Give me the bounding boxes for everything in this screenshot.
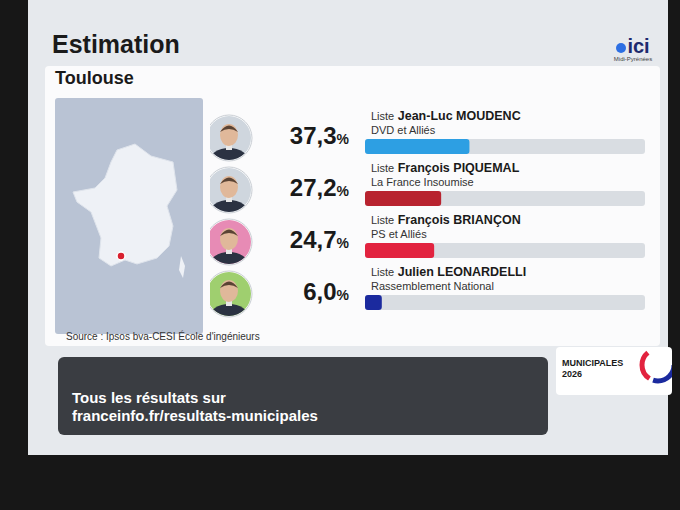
html-text:2026: 2026 bbox=[562, 369, 582, 379]
svg-text:Liste François PIQUEMAL: Liste François PIQUEMAL bbox=[371, 161, 520, 175]
html-text:franceinfo.fr/resultats-munici: franceinfo.fr/resultats-municipales bbox=[72, 407, 318, 424]
svg-text:Rassemblement National: Rassemblement National bbox=[371, 280, 494, 292]
svg-text:La France Insoumise: La France Insoumise bbox=[371, 176, 474, 188]
html-text:Estimation: Estimation bbox=[52, 30, 180, 58]
svg-text:6,0%: 6,0% bbox=[303, 278, 349, 305]
svg-text:Liste François BRIANÇON: Liste François BRIANÇON bbox=[371, 213, 521, 227]
svg-text:Liste Julien LEONARDELLI: Liste Julien LEONARDELLI bbox=[371, 265, 526, 279]
html-text:Midi-Pyrénées: Midi-Pyrénées bbox=[613, 56, 653, 62]
svg-text:24,7%: 24,7% bbox=[290, 226, 350, 253]
html-text:Toulouse: Toulouse bbox=[55, 68, 134, 88]
svg-text:Liste Jean-Luc MOUDENC: Liste Jean-Luc MOUDENC bbox=[371, 109, 521, 123]
html-text:ici: ici bbox=[627, 35, 650, 57]
svg-text:27,2%: 27,2% bbox=[290, 174, 350, 201]
svg-text:DVD et Alliés: DVD et Alliés bbox=[371, 124, 436, 136]
html-text:Tous les résultats sur: Tous les résultats sur bbox=[72, 389, 226, 406]
html-text:Source : Ipsos bva-CESI École: Source : Ipsos bva-CESI École d'ingénieu… bbox=[66, 331, 260, 342]
html-text:MUNICIPALES: MUNICIPALES bbox=[562, 358, 624, 368]
svg-text:37,3%: 37,3% bbox=[290, 122, 350, 149]
svg-text:PS et Alliés: PS et Alliés bbox=[371, 228, 427, 240]
